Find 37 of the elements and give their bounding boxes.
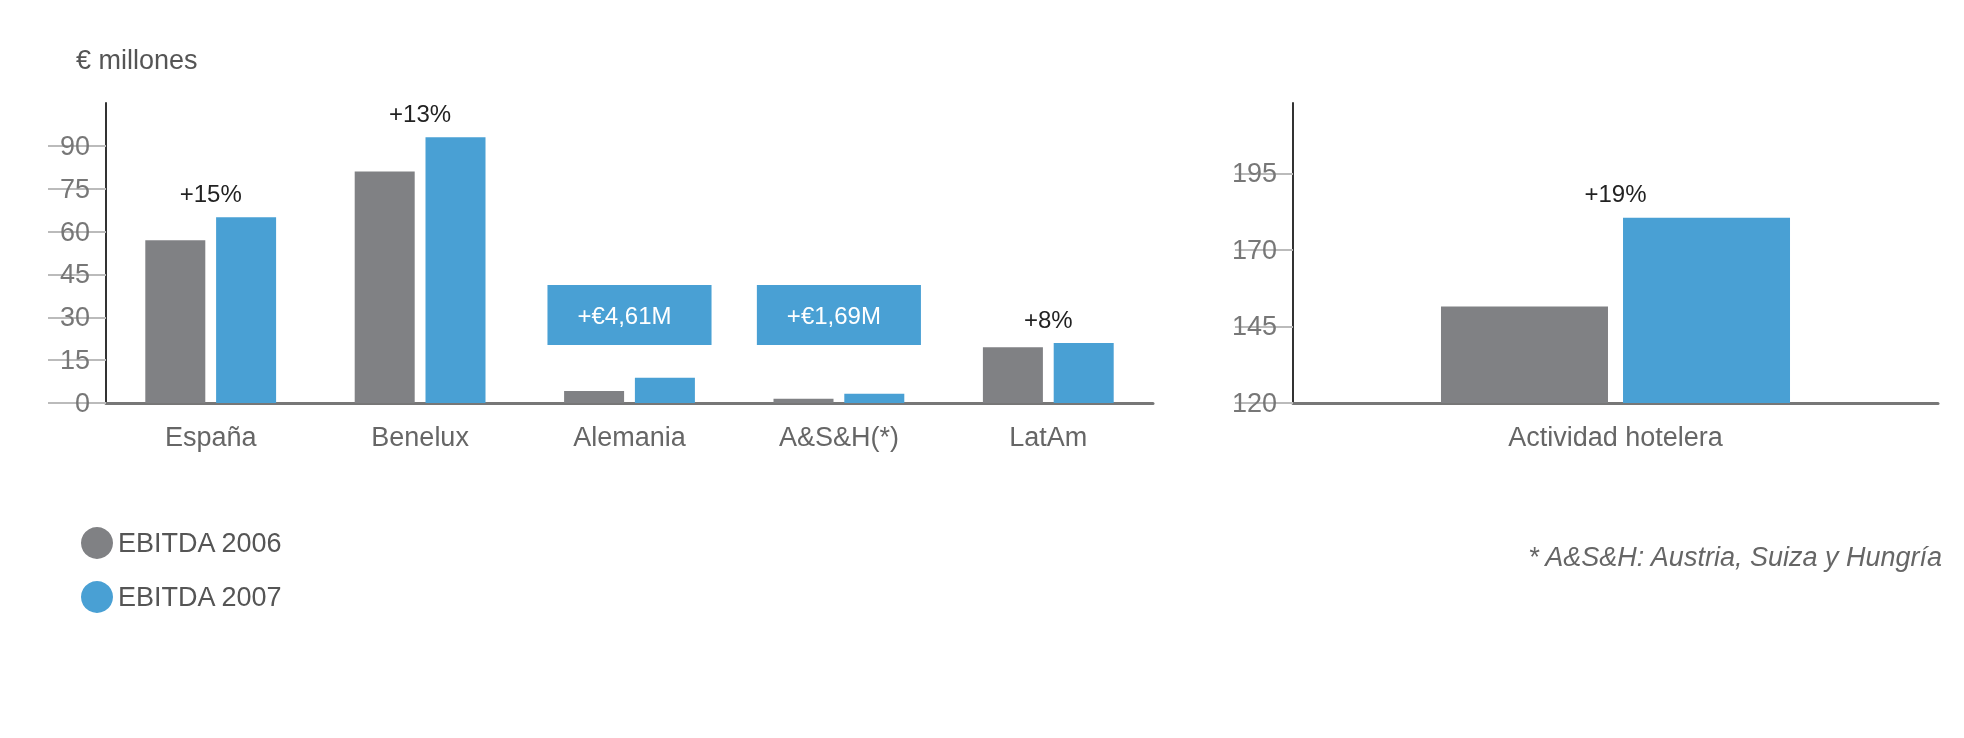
y-tick-label: 45 (59, 259, 90, 290)
x-tick-label: Alemania (573, 421, 687, 452)
legend-label: EBITDA 2007 (118, 582, 282, 612)
text: * A&S&H: Austria, Suiza y Hungría (1528, 541, 1943, 572)
y-tick-label: 145 (1231, 311, 1277, 342)
y-tick-label: 120 (1231, 388, 1277, 418)
bar (216, 217, 277, 403)
y-tick-label: 60 (59, 216, 90, 247)
x-tick-label: LatAm (1009, 421, 1088, 452)
x-tick-label: A&S&H(*) (778, 421, 899, 452)
x-tick-label: Actividad hotelera (1508, 421, 1724, 452)
annotation: +8% (1023, 305, 1073, 333)
x-tick-label: España (164, 421, 258, 452)
bar (1053, 343, 1114, 403)
bar (354, 171, 415, 403)
x-tick-label: Benelux (371, 421, 470, 452)
bar (773, 398, 834, 403)
annotation: +€1,69M (786, 301, 881, 329)
y-tick-label: 30 (59, 302, 90, 333)
bar (634, 377, 695, 403)
y-tick-label: 170 (1231, 234, 1277, 265)
annotation: +19% (1584, 180, 1647, 208)
y-tick-label: 75 (59, 173, 90, 204)
bar (564, 391, 625, 403)
y-tick-label: 90 (59, 130, 90, 161)
y-axis-title: € millones (76, 44, 198, 75)
annotation: +13% (389, 99, 452, 127)
annotation: +€4,61M (577, 301, 672, 329)
bar (145, 240, 206, 403)
bar (425, 137, 486, 403)
y-tick-label: 15 (59, 345, 90, 376)
bar (982, 347, 1043, 403)
annotation: +15% (179, 179, 242, 207)
bar (844, 393, 905, 403)
legend-label: EBITDA 2006 (118, 528, 282, 558)
y-tick-label: 195 (1231, 158, 1277, 189)
y-tick-label: 0 (74, 388, 90, 418)
